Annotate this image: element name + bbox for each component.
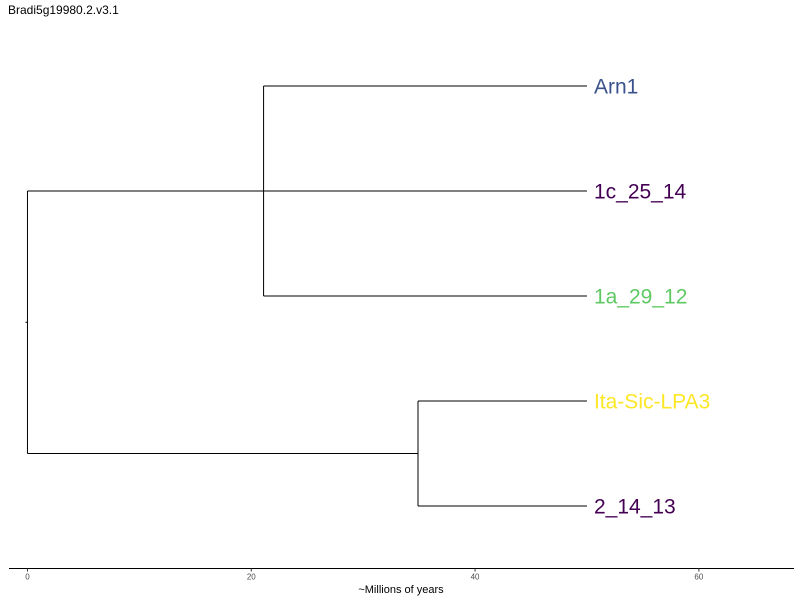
- tip-label-1c_25_14: 1c_25_14: [594, 181, 687, 204]
- tip-label-Ita-Sic-LPA3: Ita-Sic-LPA3: [594, 391, 710, 414]
- tip-label-2_14_13: 2_14_13: [594, 496, 676, 519]
- x-tick-label-40: 40: [471, 573, 480, 582]
- x-tick-label-0: 0: [25, 573, 30, 582]
- x-axis-title: ~Millions of years: [358, 584, 444, 596]
- x-tick-label-60: 60: [694, 573, 703, 582]
- x-axis-ticks: 0 20 40 60: [25, 568, 704, 582]
- tip-label-1a_29_12: 1a_29_12: [594, 286, 687, 309]
- x-tick-label-20: 20: [247, 573, 256, 582]
- chart-title: Bradi5g19980.2.v3.1: [8, 3, 119, 17]
- tip-labels: Arn1 1c_25_14 1a_29_12 Ita-Sic-LPA3 2_14_13: [594, 76, 710, 519]
- tree-branches: [25, 85, 587, 507]
- tip-label-Arn1: Arn1: [594, 76, 638, 99]
